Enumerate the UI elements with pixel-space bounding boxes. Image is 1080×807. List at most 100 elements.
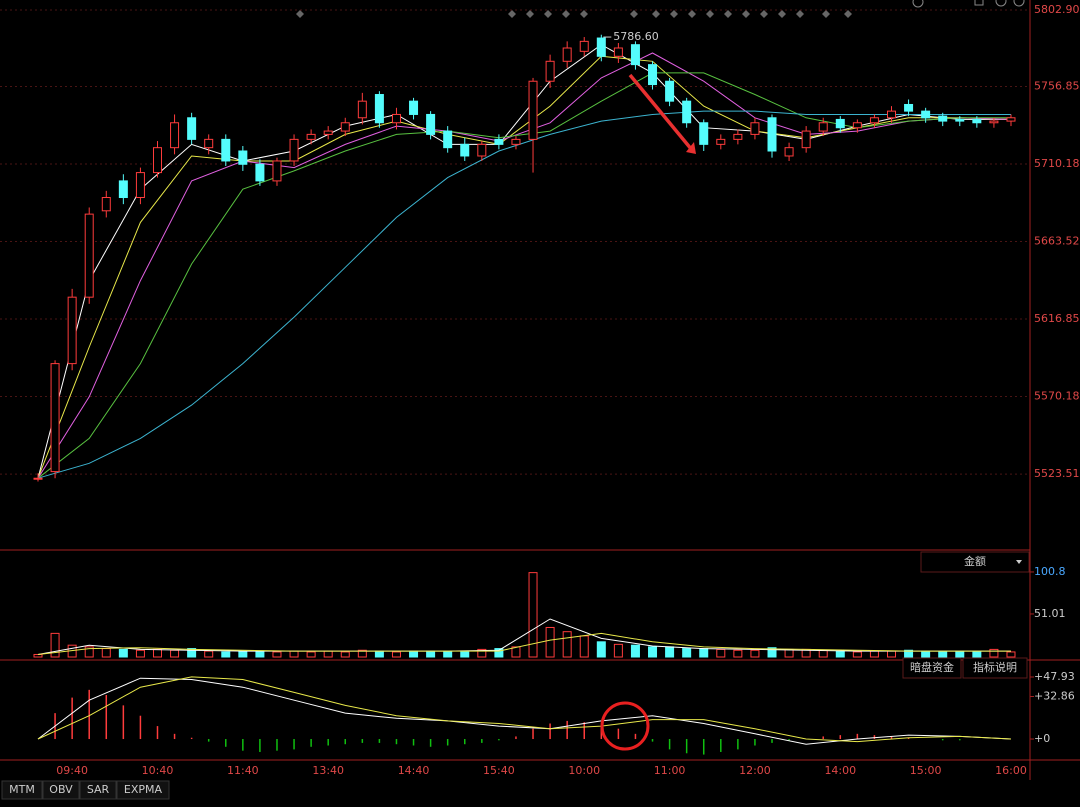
candle-body: [306, 133, 316, 140]
y-tick-label: 5756.85: [1034, 79, 1080, 92]
x-tick-label: 10:40: [142, 764, 174, 777]
indicator-line: [37, 55, 1012, 479]
candle-body: [101, 197, 111, 212]
indicator-line: [37, 44, 1011, 479]
x-tick-label: 12:00: [739, 764, 771, 777]
button[interactable]: [902, 657, 962, 679]
y-tick-label: +47.93: [1034, 670, 1075, 683]
volume-bar: [204, 650, 214, 658]
tab[interactable]: [116, 780, 170, 800]
candle-body: [50, 363, 60, 473]
volume-bar: [187, 648, 197, 658]
y-tick-label: 5663.52: [1034, 234, 1080, 247]
candle-body: [204, 138, 214, 149]
x-tick-label: 14:40: [398, 764, 430, 777]
tab[interactable]: [1, 780, 43, 800]
volume-bar: [170, 649, 180, 658]
y-tick-label: 5523.51: [1034, 467, 1080, 480]
candle-body: [972, 118, 982, 124]
volume-bar: [904, 649, 914, 658]
candle-body: [135, 172, 145, 199]
candle-body: [84, 213, 94, 298]
volume-bar: [989, 648, 999, 658]
y-tick-label: +32.86: [1034, 689, 1075, 702]
volume-bar: [750, 649, 760, 658]
volume-bar: [443, 651, 453, 658]
volume-bar: [101, 648, 111, 658]
dropdown-arrow[interactable]: [1016, 560, 1022, 564]
y-tick-label: 5570.18: [1034, 390, 1080, 403]
candle-body: [699, 122, 709, 145]
candle-body: [118, 180, 128, 199]
y-tick-label: 51.01: [1034, 607, 1066, 620]
volume-bar: [323, 650, 333, 658]
volume-bar: [477, 648, 487, 658]
candle-body: [340, 122, 350, 132]
candle-body: [238, 150, 248, 165]
tab[interactable]: [42, 780, 80, 800]
volume-bar: [255, 651, 265, 658]
candle-body: [170, 122, 180, 149]
icon[interactable]: [912, 0, 924, 8]
volume-bar: [596, 641, 606, 658]
candle-body: [221, 138, 231, 162]
candle-body: [528, 80, 538, 140]
annotation-circle: [600, 701, 650, 751]
x-tick-label: 11:40: [227, 764, 259, 777]
volume-selector[interactable]: [920, 551, 1030, 573]
volume-bar: [562, 631, 572, 658]
volume-bar: [511, 646, 521, 658]
candle-body: [579, 40, 589, 52]
candle-body: [784, 147, 794, 157]
tab[interactable]: [79, 780, 117, 800]
tab-label[interactable]: OBV: [49, 783, 73, 796]
candle-body: [887, 110, 896, 119]
volume-bar: [528, 572, 538, 658]
volume-bar: [938, 651, 948, 658]
candle-body: [152, 147, 162, 174]
annotation-arrow: [628, 73, 694, 152]
candle-body: [955, 118, 965, 122]
volume-bar: [579, 635, 589, 658]
candle-body: [426, 113, 436, 135]
candle-body: [989, 120, 999, 124]
candle-body: [1006, 117, 1016, 122]
candle-body: [391, 113, 401, 124]
max-label: 5786.60: [613, 30, 659, 43]
x-tick-label: 14:00: [824, 764, 856, 777]
candle-body: [187, 117, 197, 140]
candle-body: [289, 138, 299, 162]
button-label[interactable]: 暗盘资金: [910, 660, 954, 674]
x-tick-label: 15:40: [483, 764, 515, 777]
selector-label[interactable]: 金额: [964, 554, 986, 568]
tab-label[interactable]: EXPMA: [124, 783, 163, 796]
y-tick-label: 5710.18: [1034, 157, 1080, 170]
candle-body: [921, 110, 931, 119]
volume-bar: [716, 648, 726, 658]
volume-bar: [426, 650, 436, 658]
candle-body: [613, 47, 623, 57]
candle-body: [904, 103, 914, 112]
y-tick-label: 5802.90: [1034, 3, 1080, 16]
button[interactable]: [962, 657, 1028, 679]
x-tick-label: 15:00: [910, 764, 942, 777]
volume-bar: [733, 649, 743, 658]
candle-body: [596, 37, 606, 57]
tab-label[interactable]: SAR: [87, 783, 110, 796]
volume-bar: [613, 643, 623, 658]
plot: 5802.90 5756.85 5710.18 5663.52 5616.85 5570.…: [0, 3, 1080, 777]
volume-bar: [33, 653, 43, 658]
icon[interactable]: [995, 0, 1007, 7]
indicator-line: [37, 52, 1012, 479]
indicator-line: [37, 632, 1011, 655]
candle-body: [818, 122, 828, 132]
volume-bar: [887, 650, 896, 658]
volume-bar: [152, 648, 162, 658]
icon[interactable]: [1013, 0, 1025, 7]
volume-bar: [460, 650, 470, 658]
indicator-line: [37, 676, 1012, 743]
icon[interactable]: [974, 0, 984, 6]
candle-body: [255, 163, 265, 182]
tab-label[interactable]: MTM: [9, 783, 35, 796]
button-label[interactable]: 指标说明: [973, 660, 1017, 674]
